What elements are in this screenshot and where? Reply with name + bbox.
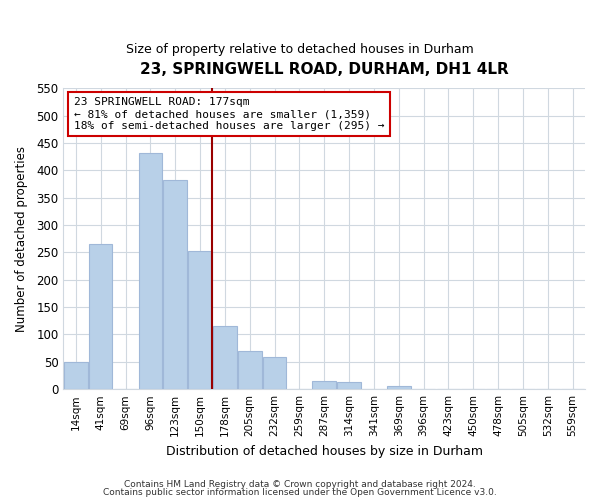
Bar bbox=[461, 388, 485, 389]
Title: 23, SPRINGWELL ROAD, DURHAM, DH1 4LR: 23, SPRINGWELL ROAD, DURHAM, DH1 4LR bbox=[140, 62, 509, 78]
Bar bbox=[337, 382, 361, 389]
Text: Size of property relative to detached houses in Durham: Size of property relative to detached ho… bbox=[126, 42, 474, 56]
Bar bbox=[163, 180, 187, 389]
Text: Contains public sector information licensed under the Open Government Licence v3: Contains public sector information licen… bbox=[103, 488, 497, 497]
Text: 23 SPRINGWELL ROAD: 177sqm
← 81% of detached houses are smaller (1,359)
18% of s: 23 SPRINGWELL ROAD: 177sqm ← 81% of deta… bbox=[74, 98, 385, 130]
Bar bbox=[89, 244, 112, 389]
Bar bbox=[263, 358, 286, 389]
X-axis label: Distribution of detached houses by size in Durham: Distribution of detached houses by size … bbox=[166, 444, 483, 458]
Bar bbox=[561, 388, 584, 389]
Bar bbox=[139, 153, 162, 389]
Text: Contains HM Land Registry data © Crown copyright and database right 2024.: Contains HM Land Registry data © Crown c… bbox=[124, 480, 476, 489]
Bar bbox=[213, 326, 236, 389]
Y-axis label: Number of detached properties: Number of detached properties bbox=[15, 146, 28, 332]
Bar bbox=[188, 252, 212, 389]
Bar bbox=[64, 362, 88, 389]
Bar bbox=[238, 351, 262, 389]
Bar bbox=[313, 381, 336, 389]
Bar bbox=[387, 386, 410, 389]
